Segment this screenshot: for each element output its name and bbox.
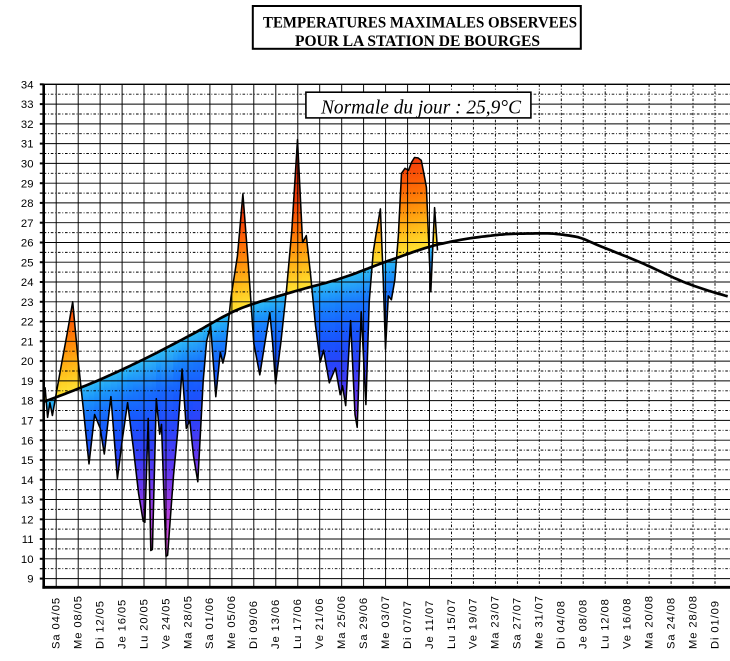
- svg-text:26: 26: [21, 238, 34, 250]
- svg-text:Lu 15/07: Lu 15/07: [446, 598, 458, 649]
- svg-text:Ma 28/05: Ma 28/05: [182, 595, 194, 649]
- svg-text:24: 24: [21, 277, 34, 289]
- svg-text:Ma 23/07: Ma 23/07: [490, 595, 502, 649]
- svg-text:19: 19: [21, 376, 34, 388]
- svg-text:21: 21: [21, 336, 34, 348]
- svg-text:23: 23: [21, 297, 34, 309]
- svg-text:18: 18: [21, 396, 34, 408]
- svg-text:25: 25: [21, 257, 34, 269]
- svg-text:Lu 20/05: Lu 20/05: [138, 598, 150, 649]
- svg-text:Di 12/05: Di 12/05: [94, 600, 106, 649]
- svg-text:13: 13: [21, 495, 34, 507]
- svg-text:20: 20: [21, 356, 34, 368]
- svg-text:Di 09/06: Di 09/06: [248, 600, 260, 649]
- svg-text:33: 33: [21, 99, 34, 111]
- svg-text:POUR LA STATION DE BOURGES: POUR LA STATION DE BOURGES: [295, 32, 540, 50]
- svg-text:Di 01/09: Di 01/09: [709, 600, 721, 649]
- svg-text:34: 34: [21, 79, 34, 91]
- svg-text:Sa 01/06: Sa 01/06: [204, 597, 216, 649]
- svg-text:Me 08/05: Me 08/05: [73, 595, 85, 649]
- svg-text:Me 05/06: Me 05/06: [226, 595, 238, 649]
- svg-text:Normale du jour : 25,9°C: Normale du jour : 25,9°C: [320, 97, 522, 119]
- svg-text:32: 32: [21, 119, 34, 131]
- svg-text:Sa 24/08: Sa 24/08: [665, 597, 677, 649]
- svg-text:14: 14: [21, 475, 34, 487]
- svg-text:11: 11: [22, 534, 34, 546]
- svg-text:TEMPERATURES MAXIMALES OBSERVE: TEMPERATURES MAXIMALES OBSERVEES: [263, 14, 577, 32]
- svg-text:27: 27: [21, 218, 34, 230]
- svg-text:Je 13/06: Je 13/06: [270, 599, 282, 649]
- svg-text:Di 04/08: Di 04/08: [556, 600, 568, 649]
- svg-text:Je 08/08: Je 08/08: [578, 599, 590, 649]
- svg-text:Sa 04/05: Sa 04/05: [51, 597, 63, 649]
- svg-text:Sa 29/06: Sa 29/06: [358, 597, 370, 649]
- svg-text:17: 17: [21, 416, 34, 428]
- svg-text:12: 12: [21, 514, 34, 526]
- svg-text:Ve 19/07: Ve 19/07: [468, 598, 480, 649]
- svg-text:15: 15: [21, 455, 34, 467]
- svg-text:Ve 21/06: Ve 21/06: [314, 598, 326, 649]
- svg-text:22: 22: [21, 317, 34, 329]
- svg-text:Di 07/07: Di 07/07: [402, 600, 414, 649]
- svg-text:9: 9: [27, 574, 33, 586]
- svg-text:Ve 24/05: Ve 24/05: [160, 598, 172, 649]
- svg-text:Sa 27/07: Sa 27/07: [512, 597, 524, 649]
- svg-text:Me 28/08: Me 28/08: [687, 595, 699, 649]
- svg-text:28: 28: [21, 198, 34, 210]
- svg-text:Lu 12/08: Lu 12/08: [600, 598, 612, 649]
- svg-text:10: 10: [21, 554, 34, 566]
- svg-text:Lu 17/06: Lu 17/06: [292, 598, 304, 649]
- svg-text:16: 16: [21, 435, 34, 447]
- svg-text:Ve 16/08: Ve 16/08: [622, 598, 634, 649]
- svg-text:29: 29: [21, 178, 34, 190]
- svg-text:30: 30: [21, 159, 34, 171]
- svg-text:Me 31/07: Me 31/07: [534, 595, 546, 649]
- svg-text:Je 11/07: Je 11/07: [424, 600, 436, 649]
- svg-text:Ma 25/06: Ma 25/06: [336, 595, 348, 649]
- svg-text:Je 16/05: Je 16/05: [116, 599, 128, 649]
- svg-text:Me 03/07: Me 03/07: [380, 595, 392, 649]
- svg-text:31: 31: [21, 139, 34, 151]
- svg-text:Ma 20/08: Ma 20/08: [643, 595, 655, 649]
